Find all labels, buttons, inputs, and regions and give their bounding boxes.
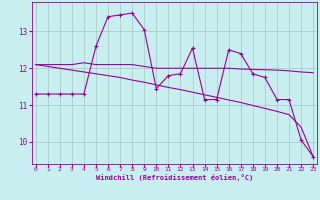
X-axis label: Windchill (Refroidissement éolien,°C): Windchill (Refroidissement éolien,°C)	[96, 174, 253, 181]
